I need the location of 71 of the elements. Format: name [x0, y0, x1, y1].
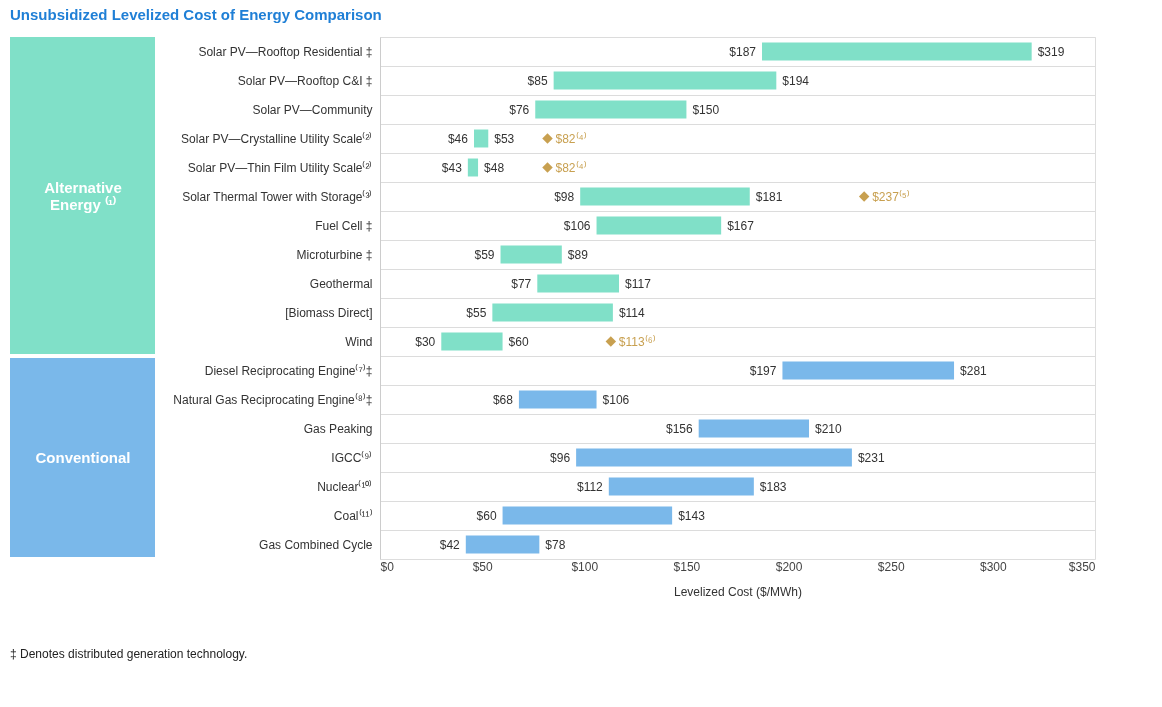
annotation: $48 — [484, 160, 505, 175]
y-tick-label: Solar PV—Rooftop C&I ‡ — [237, 73, 373, 88]
annotation: $98 — [554, 189, 575, 204]
text: Conventional — [35, 448, 131, 466]
annotation: $68 — [492, 392, 514, 407]
annotation: $231 — [857, 450, 885, 465]
data-label: $237⁽⁵⁾ — [872, 189, 910, 204]
annotation: $167 — [727, 218, 755, 233]
y-tick-label: Solar PV—Thin Film Utility Scale⁽²⁾ — [187, 160, 373, 175]
annotation: $319 — [1037, 44, 1065, 59]
x-tick-label: $350 — [1068, 559, 1096, 574]
data-label: $82⁽⁴⁾ — [555, 160, 587, 175]
annotation: $30 — [415, 334, 436, 349]
y-tick-label: Solar PV—Crystalline Utility Scale⁽²⁾ — [181, 131, 373, 146]
y-tick-label: Solar PV—Community — [252, 102, 373, 117]
x-tick-label: $150 — [673, 559, 701, 574]
annotation: $187 — [729, 44, 757, 59]
y-tick-label: Microturbine ‡ — [296, 247, 373, 262]
data-label: $113⁽⁶⁾ — [618, 334, 656, 349]
annotation: $96 — [550, 450, 571, 465]
y-tick-label: Nuclear⁽¹⁰⁾ — [317, 479, 373, 494]
annotation: $181 — [755, 189, 783, 204]
annotation: $143 — [678, 508, 706, 523]
annotation: $85 — [527, 73, 548, 88]
annotation: $76 — [509, 102, 530, 117]
y-tick-label: Natural Gas Reciprocating Engine⁽⁸⁾‡ — [173, 392, 373, 407]
annotation: $60 — [476, 508, 497, 523]
y-tick-label: Solar Thermal Tower with Storage⁽³⁾ — [182, 189, 373, 204]
annotation: $55 — [466, 305, 487, 320]
y-tick-label: Gas Peaking — [303, 421, 373, 436]
x-tick-label: $250 — [877, 559, 905, 574]
annotation: $106 — [563, 218, 591, 233]
text: Unsubsidized Levelized Cost of Energy Comparison — [10, 6, 382, 23]
annotation: $117 — [625, 276, 652, 291]
y-tick-label: Fuel Cell ‡ — [315, 218, 373, 233]
y-tick-label: [Biomass Direct] — [285, 305, 373, 320]
annotation: $197 — [749, 363, 777, 378]
y-tick-label: Coal⁽¹¹⁾ — [333, 508, 373, 523]
annotation: $43 — [441, 160, 463, 175]
annotation: $53 — [494, 131, 515, 146]
annotation: $150 — [692, 102, 720, 117]
y-tick-label: Diesel Reciprocating Engine⁽⁷⁾‡ — [204, 363, 373, 378]
y-tick-label: Geothermal — [309, 276, 373, 291]
annotation: $89 — [567, 247, 589, 262]
annotation: $78 — [545, 537, 566, 552]
annotation: $106 — [602, 392, 630, 407]
y-tick-label: IGCC⁽⁹⁾ — [331, 450, 373, 465]
y-tick-label: Solar PV—Rooftop Residential ‡ — [198, 44, 373, 59]
annotation: $112 — [576, 479, 604, 494]
annotation: $114 — [618, 305, 646, 320]
y-tick-label: Gas Combined Cycle — [259, 537, 373, 552]
x-tick-label: $200 — [775, 559, 803, 574]
y-tick-label: Wind — [345, 334, 373, 349]
data-label: $82⁽⁴⁾ — [555, 131, 587, 146]
x-tick-label: $50 — [472, 559, 493, 574]
annotation: $156 — [665, 421, 693, 436]
text: Alternative Energy ⁽¹⁾ — [44, 178, 122, 213]
annotation: $77 — [511, 276, 532, 291]
x-tick-label: $100 — [571, 559, 599, 574]
x-tick-label: $300 — [980, 559, 1008, 574]
annotation: $183 — [759, 479, 787, 494]
annotation: $59 — [474, 247, 495, 262]
annotation: $46 — [447, 131, 469, 146]
text: ‡ Denotes distributed generation technology. — [10, 647, 248, 661]
annotation: $60 — [508, 334, 529, 349]
annotation: $42 — [439, 537, 461, 552]
x-tick-label: $0 — [380, 559, 395, 574]
annotation: $194 — [782, 73, 810, 88]
annotation: $281 — [960, 363, 988, 378]
annotation: $210 — [815, 421, 843, 436]
x-axis-title: Levelized Cost ($/MWh) — [673, 584, 803, 599]
